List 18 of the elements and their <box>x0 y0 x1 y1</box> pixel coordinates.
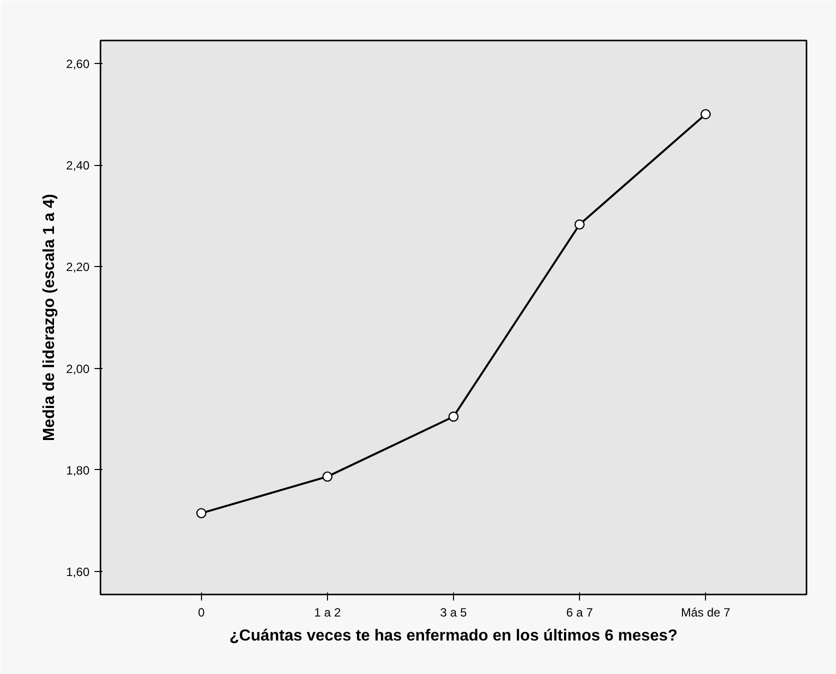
x-tick-label: 3 a 5 <box>440 606 468 620</box>
y-tick-label: 2,60 <box>66 56 90 71</box>
point <box>574 219 585 230</box>
point <box>448 412 459 422</box>
y-axis-title: Media de liderazgo (escala 1 a 4) <box>41 194 58 442</box>
x-tick-label: Más de 7 <box>680 606 731 620</box>
x-tick-label: 0 <box>198 606 206 620</box>
x-axis-title: ¿Cuántas veces te has enfermado en los últimos 6 meses? <box>229 628 678 644</box>
x-tick-label: 1 a 2 <box>314 606 342 620</box>
point <box>322 471 333 482</box>
point <box>700 109 711 120</box>
point <box>196 508 206 518</box>
x-tick-label: 6 a 7 <box>566 606 594 620</box>
y-tick-label: 2,20 <box>66 260 90 274</box>
y-tick-label: 2,00 <box>66 362 90 376</box>
y-tick-label: 2,40 <box>66 158 90 173</box>
y-tick-label: 1,80 <box>66 463 90 478</box>
y-tick-label: 1,60 <box>66 565 90 580</box>
